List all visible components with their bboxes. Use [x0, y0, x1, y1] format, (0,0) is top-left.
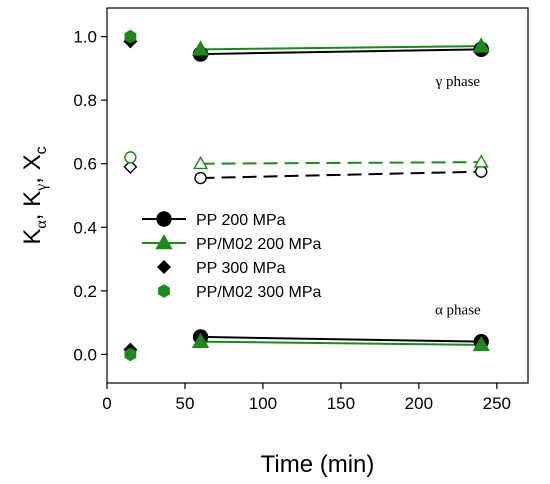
legend-marker	[156, 211, 172, 227]
legend-label: PP/M02 200 MPa	[196, 236, 322, 253]
data-point	[472, 335, 490, 352]
x-tick-label: 250	[483, 394, 511, 413]
y-tick-label: 0.2	[73, 282, 97, 301]
legend-marker	[158, 284, 170, 298]
data-point	[473, 154, 489, 168]
legend-label: PP 200 MPa	[196, 212, 286, 229]
series-line	[200, 48, 482, 56]
y-tick-label: 0.4	[73, 218, 97, 237]
data-point	[191, 40, 210, 56]
legend: PP 200 MPa PP/M02 200 MPa PP 300 MPa PP/M02…	[142, 211, 322, 301]
y-tick-label: 0.6	[73, 155, 97, 174]
legend-marker	[157, 260, 171, 274]
y-tick-label: 1.0	[73, 28, 97, 47]
data-point	[472, 37, 490, 53]
data-point	[191, 332, 210, 348]
series-line	[200, 45, 482, 51]
data-point	[124, 347, 137, 362]
y-axis-title: Kα, Kγ, Xc	[19, 146, 50, 244]
data-point	[193, 155, 209, 170]
x-axis-title: Time (min)	[261, 451, 375, 478]
x-tick-label: 0	[102, 394, 111, 413]
y-axis-title-sep2: ,	[19, 170, 46, 183]
x-tick-label: 150	[327, 394, 355, 413]
data-point	[123, 159, 138, 174]
series-line	[200, 335, 482, 343]
x-tick-label: 50	[176, 394, 195, 413]
series-lines	[200, 45, 482, 346]
legend-marker	[155, 234, 173, 250]
legend-label: PP 300 MPa	[196, 260, 286, 277]
y-tick-label: 0.0	[73, 345, 97, 364]
data-point	[194, 171, 207, 185]
data-point	[124, 29, 137, 44]
y-axis-title-sub3: c	[33, 146, 50, 154]
series-line	[200, 161, 482, 165]
y-axis-title-sep1: ,	[19, 207, 46, 220]
y-tick-label: 0.8	[73, 91, 97, 110]
x-tick-label: 100	[249, 394, 277, 413]
y-axis-title-x: X	[19, 154, 46, 170]
series-line	[200, 170, 482, 180]
phase-annotation: γ phase	[435, 74, 481, 90]
data-point	[475, 165, 488, 178]
y-axis-title-k1: K	[19, 229, 46, 245]
y-axis-ticks: 0.0 0.2 0.4 0.6 0.8 1.0	[73, 28, 107, 364]
y-axis-title-k2: K	[19, 191, 46, 207]
x-tick-label: 200	[405, 394, 433, 413]
series-points	[123, 29, 490, 362]
data-point	[124, 151, 137, 164]
phase-annotation: α phase	[435, 303, 481, 319]
x-axis-ticks: 0 50 100 150 200 250	[102, 383, 511, 413]
legend-label: PP/M02 300 MPa	[196, 284, 322, 301]
annotations: γ phase α phase	[435, 74, 481, 319]
plot-border	[106, 7, 529, 384]
plot-frame	[106, 7, 529, 384]
y-axis-title-sub2: γ	[33, 184, 50, 192]
series-line	[200, 340, 482, 346]
y-axis-title-sub1: α	[33, 220, 50, 229]
